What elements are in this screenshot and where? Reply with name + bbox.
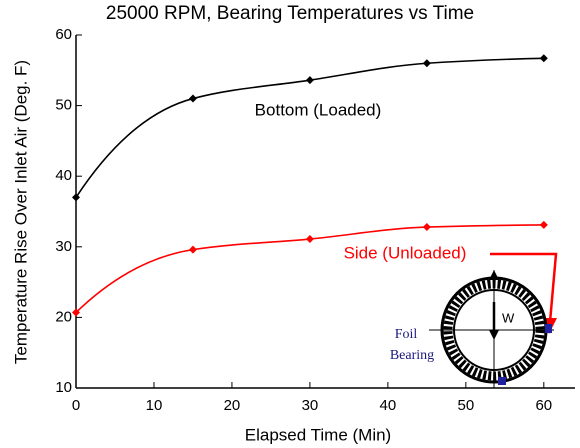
- load-arrowhead: [489, 330, 499, 340]
- annotation: Foil: [395, 327, 418, 342]
- marker: [422, 223, 431, 232]
- marker: [305, 76, 314, 85]
- y-tick-label: 50: [55, 97, 72, 114]
- x-axis-label: Elapsed Time (Min): [245, 425, 391, 444]
- y-tick-label: 10: [55, 379, 72, 396]
- annotation: W: [502, 310, 515, 325]
- chart-title: 25000 RPM, Bearing Temperatures vs Time: [106, 3, 474, 24]
- annotation: Bearing: [390, 348, 434, 363]
- y-tick-label: 30: [55, 238, 72, 255]
- x-tick-label: 0: [72, 397, 80, 414]
- sensor: [545, 324, 552, 333]
- y-tick-label: 20: [55, 308, 72, 325]
- x-tick-label: 30: [302, 397, 319, 414]
- top-arrowhead: [489, 270, 499, 280]
- marker: [188, 94, 197, 103]
- marker: [72, 193, 80, 202]
- arrow: [490, 252, 558, 323]
- y-tick-label: 60: [55, 26, 72, 43]
- sensor: [498, 377, 506, 385]
- marker: [305, 235, 314, 244]
- x-tick-label: 40: [380, 397, 397, 414]
- y-axis-label: Temperature Rise Over Inlet Air (Deg. F): [11, 60, 30, 364]
- x-tick-label: 60: [535, 397, 552, 414]
- marker: [188, 245, 197, 254]
- series-label: Bottom (Loaded): [255, 100, 382, 119]
- series-label: Side (Unloaded): [344, 243, 467, 262]
- y-tick-label: 40: [55, 167, 72, 184]
- marker: [539, 54, 548, 63]
- marker: [539, 220, 548, 229]
- marker: [422, 59, 431, 68]
- x-tick-label: 10: [146, 397, 163, 414]
- x-tick-label: 50: [458, 397, 475, 414]
- x-tick-label: 20: [224, 397, 241, 414]
- marker: [72, 308, 80, 317]
